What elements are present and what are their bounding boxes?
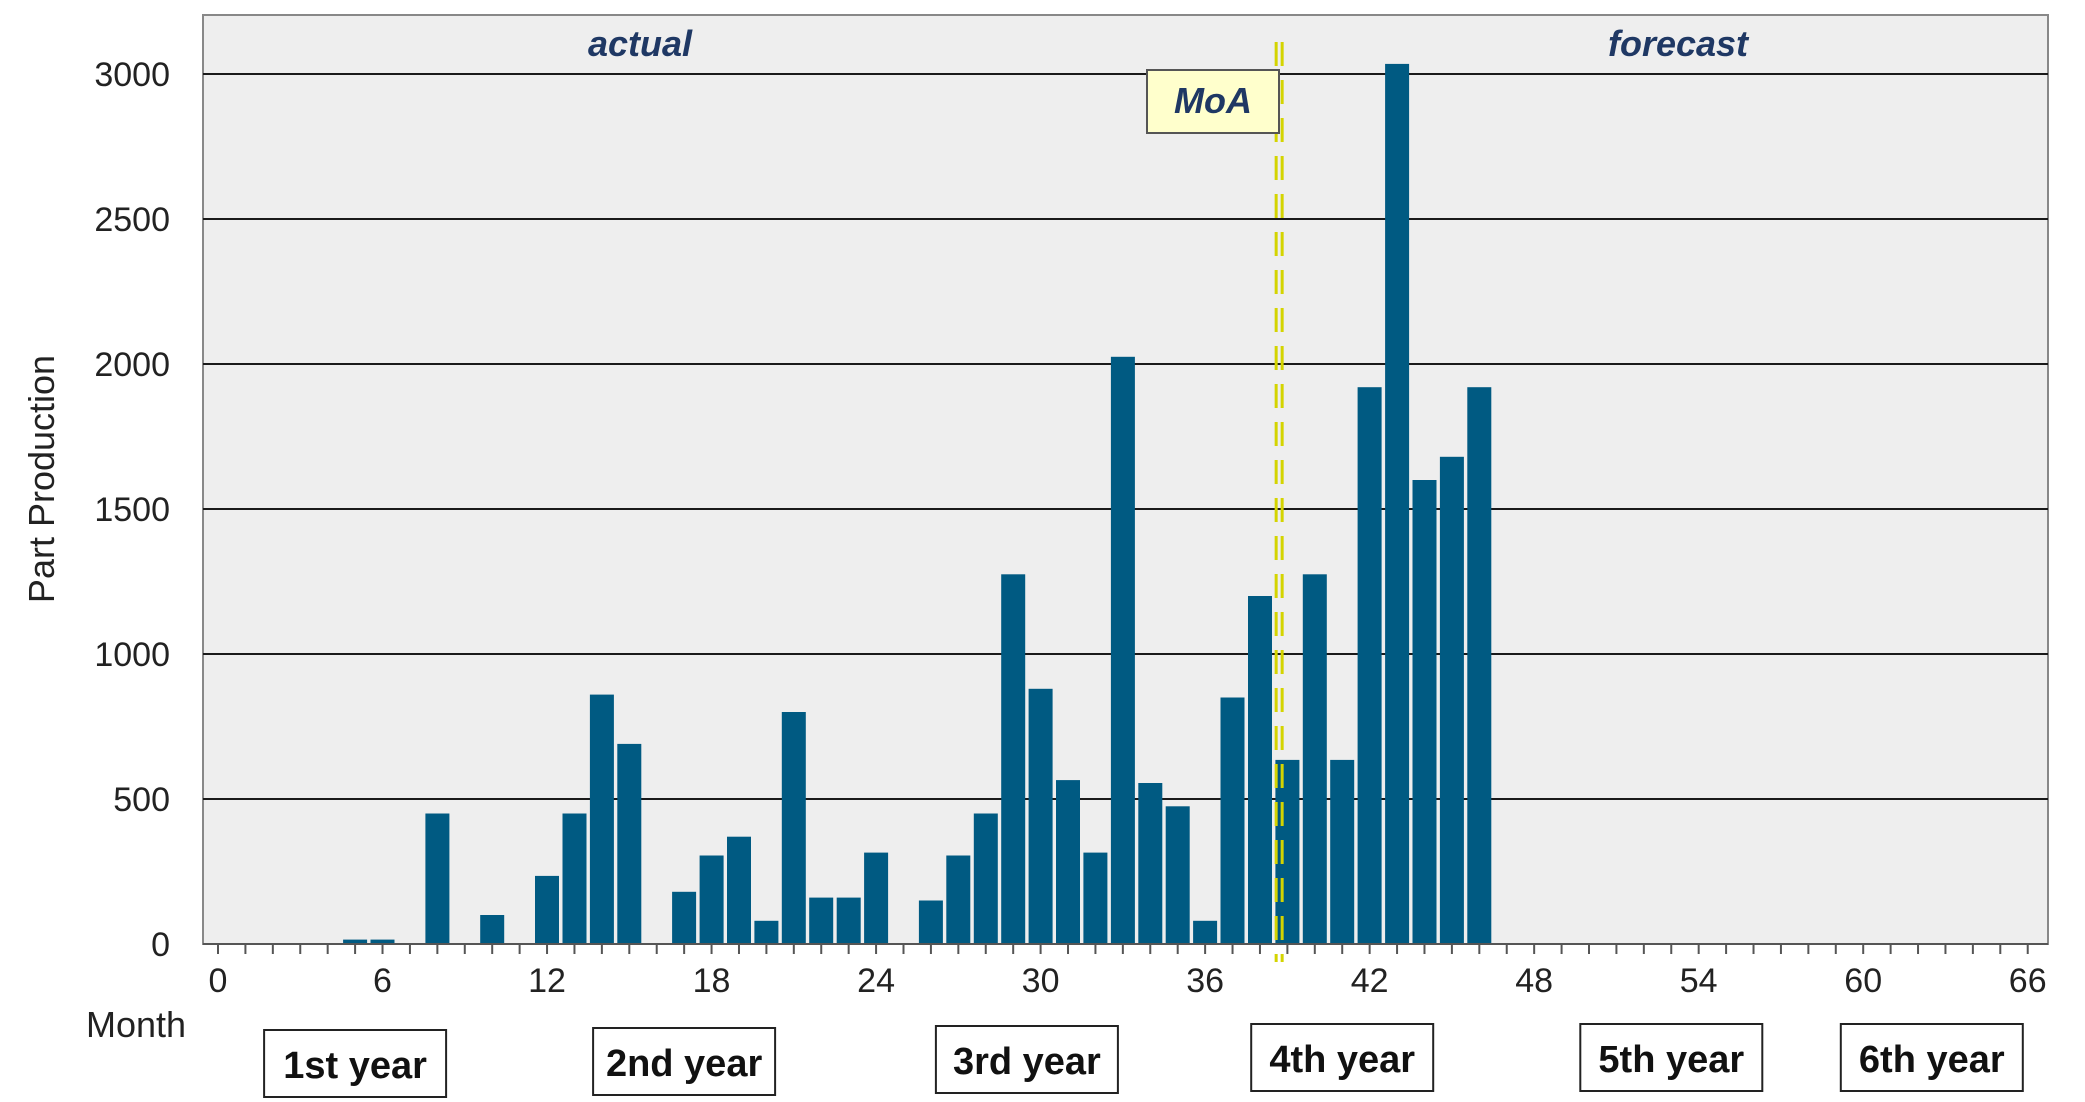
y-tick-label-500: 500 (113, 781, 170, 819)
bar-month-27 (946, 855, 971, 944)
x-tick-label-42: 42 (1351, 962, 1389, 1000)
y-tick-label-0: 0 (151, 926, 170, 964)
x-tick-label-66: 66 (2009, 962, 2047, 1000)
bar-month-45 (1439, 456, 1464, 944)
year-box-1 (263, 1029, 448, 1098)
bar-month-18 (699, 855, 724, 944)
bar-month-22 (809, 897, 834, 944)
bar-month-37 (1220, 697, 1245, 944)
year-label-2: 2nd year (606, 1043, 763, 1085)
bar-month-28 (973, 813, 998, 944)
x-tick-label-48: 48 (1515, 962, 1553, 1000)
bar-month-41 (1330, 759, 1355, 944)
bar-month-35 (1165, 806, 1190, 945)
bar-month-14 (589, 694, 614, 944)
x-tick-label-6: 6 (373, 962, 392, 1000)
moa-label-box (1146, 69, 1280, 134)
bar-month-20 (754, 920, 779, 944)
bar-month-12 (535, 875, 559, 944)
x-tick-label-60: 60 (1844, 962, 1882, 1000)
y-tick-label-1500: 1500 (94, 491, 170, 529)
year-label-6: 6th year (1859, 1039, 2005, 1081)
bar-month-15 (617, 743, 642, 944)
bar-month-32 (1083, 852, 1108, 944)
x-axis-title: Month (86, 1004, 186, 1045)
x-tick-label-54: 54 (1680, 962, 1718, 1000)
bar-month-10 (480, 915, 505, 944)
year-label-3: 3rd year (953, 1041, 1101, 1083)
y-tick-label-1000: 1000 (94, 636, 170, 674)
bar-month-29 (1001, 574, 1026, 945)
bar-month-23 (836, 897, 861, 944)
x-tick-label-24: 24 (857, 962, 895, 1000)
bars (343, 63, 1492, 945)
moa-label: MoA (1174, 80, 1252, 121)
bar-month-26 (918, 900, 943, 944)
bar-month-34 (1138, 783, 1163, 944)
bar-month-21 (781, 712, 806, 944)
year-box-4 (1250, 1023, 1435, 1092)
x-tick-label-36: 36 (1186, 962, 1224, 1000)
bar-month-31 (1056, 780, 1080, 944)
year-box-6 (1839, 1023, 2024, 1092)
bar-month-38 (1248, 596, 1272, 944)
bar-month-44 (1412, 480, 1437, 944)
axes: 0 500 1000 1500 2000 2500 3000 0 6 12 18 24 30 36 42 48… (94, 56, 2048, 1000)
y-tick-label-2000: 2000 (94, 346, 170, 384)
x-tick-label-30: 30 (1022, 962, 1060, 1000)
year-labels: 1st year 2nd year 3rd year 4th year 5th year… (263, 1023, 2024, 1098)
y-axis-title: Part Production (21, 355, 62, 603)
bar-month-36 (1193, 920, 1218, 944)
y-tick-label-2500: 2500 (94, 201, 170, 239)
x-tick-label-18: 18 (693, 962, 731, 1000)
bar-month-19 (727, 836, 751, 944)
bar-month-8 (425, 813, 450, 944)
year-box-2 (592, 1027, 777, 1096)
bar-month-6 (370, 939, 395, 944)
bar-month-17 (672, 891, 697, 944)
bar-month-43 (1385, 63, 1410, 944)
year-box-5 (1579, 1023, 1764, 1092)
forecast-region-label: forecast (1608, 23, 1750, 64)
bar-month-30 (1028, 688, 1053, 944)
x-tick-label-12: 12 (528, 962, 566, 1000)
year-label-5: 5th year (1598, 1039, 1744, 1081)
bar-month-13 (562, 813, 587, 944)
actual-region-label: actual (588, 23, 693, 64)
bar-month-46 (1467, 387, 1492, 944)
year-label-4: 4th year (1269, 1039, 1415, 1081)
bar-month-24 (864, 852, 889, 944)
bar-month-33 (1110, 356, 1135, 945)
moa-marker: MoA (1146, 42, 1284, 962)
year-box-3 (934, 1025, 1119, 1094)
bar-month-42 (1357, 387, 1382, 944)
x-tick-label-0: 0 (209, 962, 228, 1000)
bar-month-40 (1302, 574, 1327, 945)
bar-month-5 (343, 939, 368, 944)
bar-month-39 (1275, 759, 1300, 944)
y-tick-label-3000: 3000 (94, 56, 170, 94)
grid-lines (203, 73, 2048, 800)
year-label-1: 1st year (283, 1045, 427, 1087)
